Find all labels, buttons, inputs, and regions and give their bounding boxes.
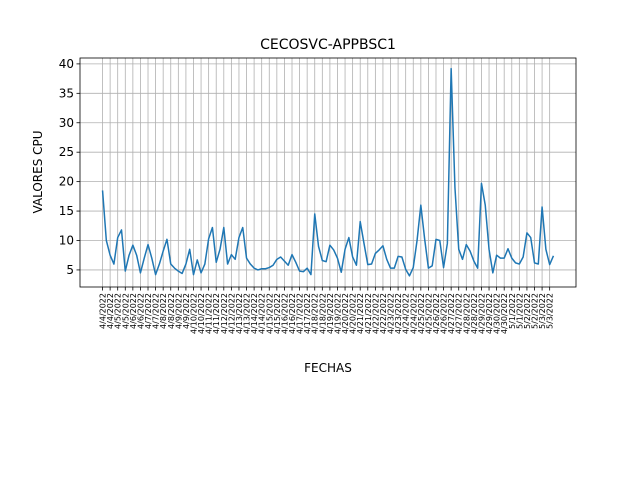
x-tick-label: 4/16/2022 bbox=[280, 293, 289, 334]
x-tick-label: 4/11/2022 bbox=[205, 293, 214, 334]
x-tick-label: 4/17/2022 bbox=[296, 293, 305, 334]
x-tick-label: 4/7/2022 bbox=[144, 293, 153, 329]
x-tick-label: 4/18/2022 bbox=[318, 293, 327, 334]
y-tick-label: 35 bbox=[59, 86, 74, 100]
y-tick-label: 30 bbox=[59, 116, 74, 130]
x-tick-label: 4/15/2022 bbox=[265, 293, 274, 334]
x-tick-label: 4/16/2022 bbox=[288, 293, 297, 334]
x-tick-label: 4/22/2022 bbox=[379, 293, 388, 334]
x-tick-label: 4/4/2022 bbox=[106, 293, 115, 329]
y-tick-label: 5 bbox=[66, 263, 74, 277]
y-tick-label: 40 bbox=[59, 57, 74, 71]
x-tick-label: 4/30/2022 bbox=[493, 293, 502, 334]
x-tick-label: 4/15/2022 bbox=[273, 293, 282, 334]
x-axis-label: FECHAS bbox=[304, 361, 352, 375]
x-tick-label: 4/10/2022 bbox=[197, 293, 206, 334]
x-tick-label: 4/14/2022 bbox=[258, 293, 267, 334]
x-tick-label: 4/29/2022 bbox=[485, 293, 494, 334]
x-tick-label: 5/3/2022 bbox=[538, 293, 547, 329]
x-tick-label: 4/6/2022 bbox=[136, 293, 145, 329]
x-tick-label: 4/14/2022 bbox=[250, 293, 259, 334]
x-tick-label: 4/28/2022 bbox=[462, 293, 471, 334]
x-tick-label: 4/20/2022 bbox=[341, 293, 350, 334]
x-tick-label: 4/13/2022 bbox=[243, 293, 252, 334]
y-tick-label: 10 bbox=[59, 233, 74, 247]
x-tick-label: 4/9/2022 bbox=[174, 293, 183, 329]
x-tick-label: 4/12/2022 bbox=[220, 293, 229, 334]
x-tick-label: 4/24/2022 bbox=[402, 293, 411, 334]
x-tick-label: 4/8/2022 bbox=[159, 293, 168, 329]
x-tick-label: 5/1/2022 bbox=[515, 293, 524, 329]
x-tick-label: 4/10/2022 bbox=[189, 293, 198, 334]
x-tick-label: 4/19/2022 bbox=[326, 293, 335, 334]
x-tick-label: 4/29/2022 bbox=[477, 293, 486, 334]
x-tick-label: 4/13/2022 bbox=[235, 293, 244, 334]
y-tick-label: 20 bbox=[59, 175, 74, 189]
x-tick-label: 4/25/2022 bbox=[424, 293, 433, 334]
x-tick-label: 5/1/2022 bbox=[508, 293, 517, 329]
x-tick-label: 4/20/2022 bbox=[349, 293, 358, 334]
x-tick-label: 4/17/2022 bbox=[303, 293, 312, 334]
x-tick-label: 4/24/2022 bbox=[409, 293, 418, 334]
x-tick-label: 4/6/2022 bbox=[129, 293, 138, 329]
x-tick-label: 4/23/2022 bbox=[387, 293, 396, 334]
x-tick-label: 4/18/2022 bbox=[311, 293, 320, 334]
x-tick-label: 4/30/2022 bbox=[500, 293, 509, 334]
x-tick-label: 4/27/2022 bbox=[447, 293, 456, 334]
y-axis-label: VALORES CPU bbox=[31, 130, 45, 213]
x-tick-label: 4/5/2022 bbox=[114, 293, 123, 329]
x-tick-label: 4/26/2022 bbox=[440, 293, 449, 334]
x-tick-label: 5/3/2022 bbox=[546, 293, 555, 329]
x-tick-label: 4/26/2022 bbox=[432, 293, 441, 334]
x-tick-label: 4/7/2022 bbox=[152, 293, 161, 329]
x-tick-label: 5/2/2022 bbox=[531, 293, 540, 329]
plot-frame bbox=[79, 57, 577, 288]
x-tick-label: 5/2/2022 bbox=[523, 293, 532, 329]
x-tick-label: 4/19/2022 bbox=[333, 293, 342, 334]
x-tick-label: 4/8/2022 bbox=[167, 293, 176, 329]
y-tick-label: 25 bbox=[59, 145, 74, 159]
x-tick-label: 4/27/2022 bbox=[455, 293, 464, 334]
x-tick-label: 4/12/2022 bbox=[227, 293, 236, 334]
x-tick-label: 4/21/2022 bbox=[356, 293, 365, 334]
x-tick-label: 4/5/2022 bbox=[121, 293, 130, 329]
y-tick-label: 15 bbox=[59, 204, 74, 218]
chart-title: CECOSVC-APPBSC1 bbox=[260, 37, 396, 53]
x-tick-label: 4/25/2022 bbox=[417, 293, 426, 334]
x-tick-label: 4/11/2022 bbox=[212, 293, 221, 334]
x-tick-label: 4/21/2022 bbox=[364, 293, 373, 334]
line bbox=[101, 67, 555, 277]
x-tick-label: 4/28/2022 bbox=[470, 293, 479, 334]
x-tick-label: 4/9/2022 bbox=[182, 293, 191, 329]
x-tick-label: 4/22/2022 bbox=[371, 293, 380, 334]
x-tick-label: 4/23/2022 bbox=[394, 293, 403, 334]
x-tick-label: 4/4/2022 bbox=[99, 293, 108, 329]
